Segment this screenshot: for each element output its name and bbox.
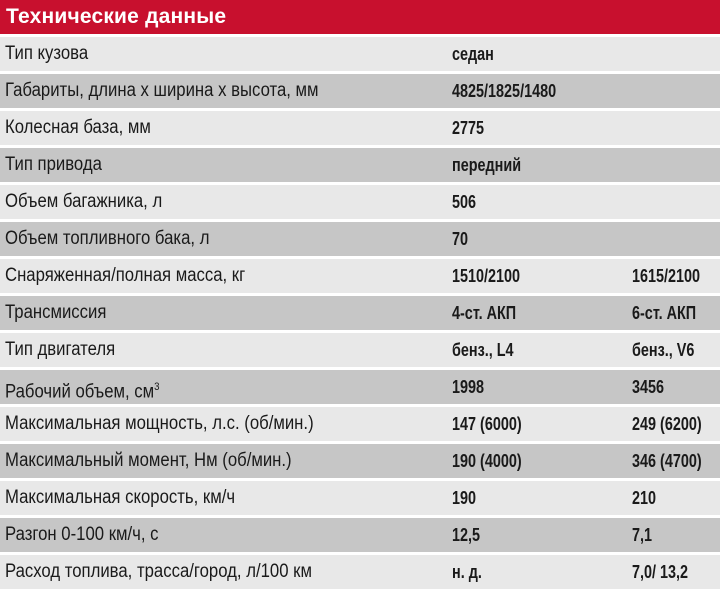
row-value-2: 346 (4700)	[632, 451, 702, 471]
row-label: Разгон 0-100 км/ч, с	[5, 524, 159, 545]
row-value-2: 7,0/ 13,2	[632, 562, 689, 582]
table-row: Объем багажника, л 506	[0, 185, 720, 219]
table-row: Габариты, длина х ширина х высота, мм 482…	[0, 74, 720, 108]
row-value-1: 190 (4000)	[452, 451, 522, 471]
row-value-2: 3456	[632, 377, 665, 397]
row-value-1: 70	[452, 229, 469, 249]
table-row: Тип кузова седан	[0, 37, 720, 71]
row-label: Тип привода	[5, 154, 102, 175]
row-label: Снаряженная/полная масса, кг	[5, 265, 246, 286]
row-label: Тип кузова	[5, 43, 89, 64]
row-value-1: 147 (6000)	[452, 414, 522, 434]
row-value-1: бенз., L4	[452, 340, 514, 360]
table-row: Максимальный момент, Нм (об/мин.) 190 (40…	[0, 444, 720, 478]
row-value-1: 190	[452, 488, 477, 508]
row-label: Трансмиссия	[5, 302, 107, 323]
table-row: Колесная база, мм 2775	[0, 111, 720, 145]
row-label: Объем багажника, л	[5, 191, 163, 212]
superscript: 3	[154, 381, 160, 393]
row-value-2: 1615/2100	[632, 266, 701, 286]
table-row: Максимальная скорость, км/ч 190 210	[0, 481, 720, 515]
row-label: Максимальная скорость, км/ч	[5, 487, 236, 508]
row-label: Рабочий объем, см3	[5, 381, 160, 403]
row-value-2: 249 (6200)	[632, 414, 702, 434]
table-row: Трансмиссия 4-ст. АКП 6-ст. АКП	[0, 296, 720, 330]
row-value-2: бенз., V6	[632, 340, 695, 360]
table-row: Тип привода передний	[0, 148, 720, 182]
row-value-1: 1510/2100	[452, 266, 521, 286]
table-row: Максимальная мощность, л.с. (об/мин.) 147…	[0, 407, 720, 441]
row-value-1: 1998	[452, 377, 485, 397]
table-row: Снаряженная/полная масса, кг 1510/2100 161…	[0, 259, 720, 293]
row-label: Тип двигателя	[5, 339, 116, 360]
table-row: Тип двигателя бенз., L4 бенз., V6	[0, 333, 720, 367]
row-value-1: 4-ст. АКП	[452, 303, 517, 323]
table-row: Расход топлива, трасса/город, л/100 км н.…	[0, 555, 720, 589]
row-value-1: 506	[452, 192, 477, 212]
table-row: Рабочий объем, см3 1998 3456	[0, 370, 720, 404]
row-value-1: седан	[452, 44, 494, 64]
row-label: Габариты, длина х ширина х высота, мм	[5, 80, 319, 101]
row-value-2: 6-ст. АКП	[632, 303, 697, 323]
row-value-2: 210	[632, 488, 657, 508]
row-value-1: 2775	[452, 118, 485, 138]
row-value-2: 7,1	[632, 525, 653, 545]
spec-table: Тип кузова седан Габариты, длина х ширина …	[0, 37, 720, 589]
row-value-1: 12,5	[452, 525, 481, 545]
row-label: Объем топливного бака, л	[5, 228, 210, 249]
row-label: Колесная база, мм	[5, 117, 151, 138]
row-value-1: передний	[452, 155, 522, 175]
row-value-1: 4825/1825/1480	[452, 81, 557, 101]
row-value-1: н. д.	[452, 562, 482, 582]
row-label: Максимальный момент, Нм (об/мин.)	[5, 450, 292, 471]
table-row: Объем топливного бака, л 70	[0, 222, 720, 256]
table-title: Технические данные	[0, 0, 720, 34]
row-label: Расход топлива, трасса/город, л/100 км	[5, 561, 312, 582]
row-label: Максимальная мощность, л.с. (об/мин.)	[5, 413, 314, 434]
table-row: Разгон 0-100 км/ч, с 12,5 7,1	[0, 518, 720, 552]
